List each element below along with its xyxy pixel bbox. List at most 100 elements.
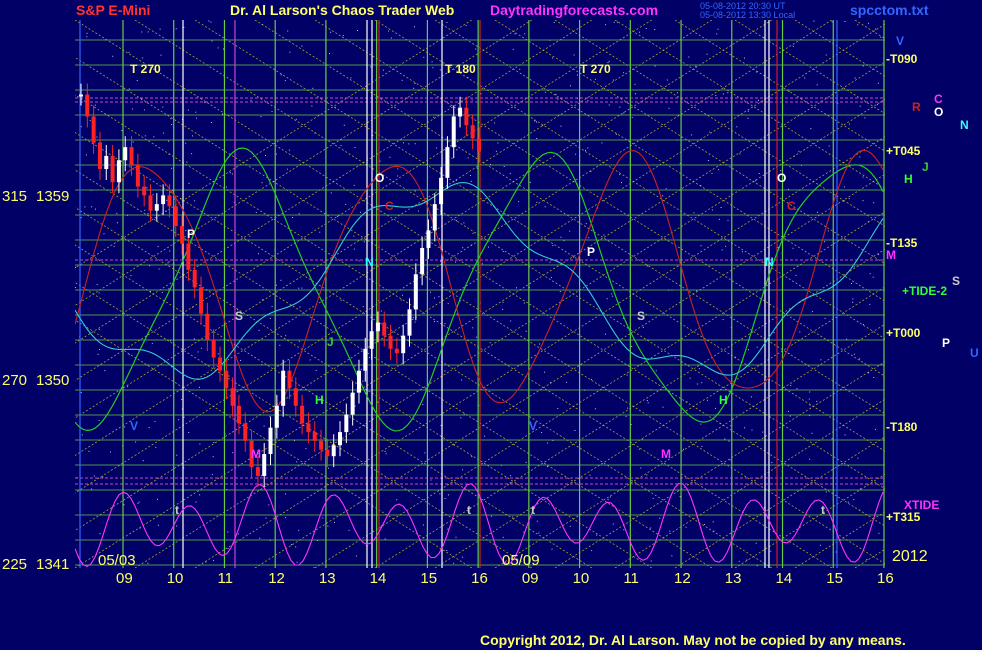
star-dot	[601, 142, 603, 144]
star-dot	[720, 207, 722, 208]
star-dot	[502, 536, 504, 538]
star-dot	[75, 287, 77, 288]
star-dot	[718, 218, 720, 220]
star-dot	[155, 446, 157, 448]
star-dot	[792, 45, 794, 47]
star-dot	[110, 451, 111, 453]
star-dot	[631, 116, 633, 118]
star-dot	[585, 223, 587, 225]
axis-label-mid-angle: 270	[2, 372, 28, 389]
timestamp-local: 05-08-2012 13:30 Local	[700, 10, 796, 20]
star-dot	[121, 130, 123, 131]
price-bar	[255, 467, 260, 476]
star-dot	[514, 33, 516, 35]
star-dot	[878, 532, 880, 534]
star-dot	[607, 62, 609, 63]
star-dot	[364, 425, 366, 427]
price-bar	[249, 440, 254, 468]
star-dot	[298, 287, 300, 289]
star-dot	[210, 21, 212, 23]
star-dot	[414, 83, 416, 84]
star-dot	[360, 368, 362, 370]
star-dot	[844, 434, 846, 436]
right-label: S	[952, 274, 961, 288]
star-dot	[576, 98, 578, 100]
price-bar	[79, 94, 83, 97]
star-dot	[150, 291, 151, 293]
price-bar	[243, 423, 248, 441]
star-dot	[734, 356, 736, 358]
price-bar	[91, 116, 96, 143]
axis-label-bottom-price: 1341	[36, 556, 70, 573]
diagonal-line	[734, 20, 885, 115]
site-link[interactable]: Daytradingforecasts.com	[490, 2, 659, 18]
planet-mark-H: H	[315, 393, 324, 407]
star-dot	[575, 153, 577, 155]
star-dot	[183, 27, 185, 28]
star-dot	[634, 83, 636, 85]
star-dot	[611, 293, 613, 295]
diagonal-line	[75, 169, 713, 568]
star-dot	[594, 408, 596, 410]
price-bar	[123, 147, 128, 161]
right-label: J	[922, 160, 929, 174]
star-dot	[597, 207, 599, 209]
star-dot	[763, 507, 765, 509]
star-dot	[642, 326, 644, 328]
star-dot	[551, 548, 553, 550]
price-bar	[104, 155, 109, 170]
price-bar	[432, 204, 437, 231]
star-dot	[862, 176, 864, 178]
x-tick-label: 09	[521, 570, 539, 587]
star-dot	[322, 517, 324, 519]
price-bar	[281, 370, 286, 406]
price-bar	[230, 388, 235, 406]
star-dot	[662, 195, 664, 197]
star-dot	[353, 184, 355, 186]
star-dot	[327, 525, 329, 527]
price-bar	[262, 454, 267, 476]
right-label: R	[912, 100, 921, 114]
star-dot	[536, 138, 538, 139]
star-dot	[212, 456, 214, 458]
star-dot	[424, 452, 426, 454]
diagonal-grid	[75, 20, 885, 568]
star-dot	[715, 94, 717, 96]
star-dot	[183, 416, 185, 418]
star-dot	[139, 527, 141, 529]
star-dot	[455, 180, 457, 182]
star-dot	[170, 118, 172, 120]
star-dot	[280, 279, 282, 281]
star-dot	[706, 399, 708, 401]
price-bar	[394, 348, 399, 354]
star-dot	[609, 496, 611, 498]
star-dot	[853, 266, 855, 268]
star-dot	[188, 432, 190, 433]
star-dot	[227, 531, 229, 533]
star-dot	[810, 128, 812, 130]
diagonal-line	[75, 244, 593, 568]
star-dot	[849, 123, 851, 125]
star-dot	[679, 496, 681, 498]
star-dot	[843, 186, 845, 188]
star-dot	[90, 206, 92, 208]
star-dot	[379, 160, 381, 162]
price-bar	[142, 186, 147, 196]
star-dot	[640, 467, 642, 469]
star-dot	[529, 181, 531, 183]
star-dot	[844, 21, 846, 22]
axis-label-mid-price: 1350	[36, 372, 70, 389]
star-dot	[574, 430, 576, 431]
planet-mark-C: C	[385, 199, 394, 213]
star-dot	[813, 20, 815, 22]
star-dot	[314, 132, 316, 134]
star-dot	[345, 203, 347, 205]
star-dot	[358, 502, 360, 504]
star-dot	[467, 510, 469, 512]
star-dot	[291, 544, 292, 546]
star-dot	[835, 551, 837, 553]
star-dot	[414, 321, 416, 323]
star-dot	[176, 525, 178, 527]
